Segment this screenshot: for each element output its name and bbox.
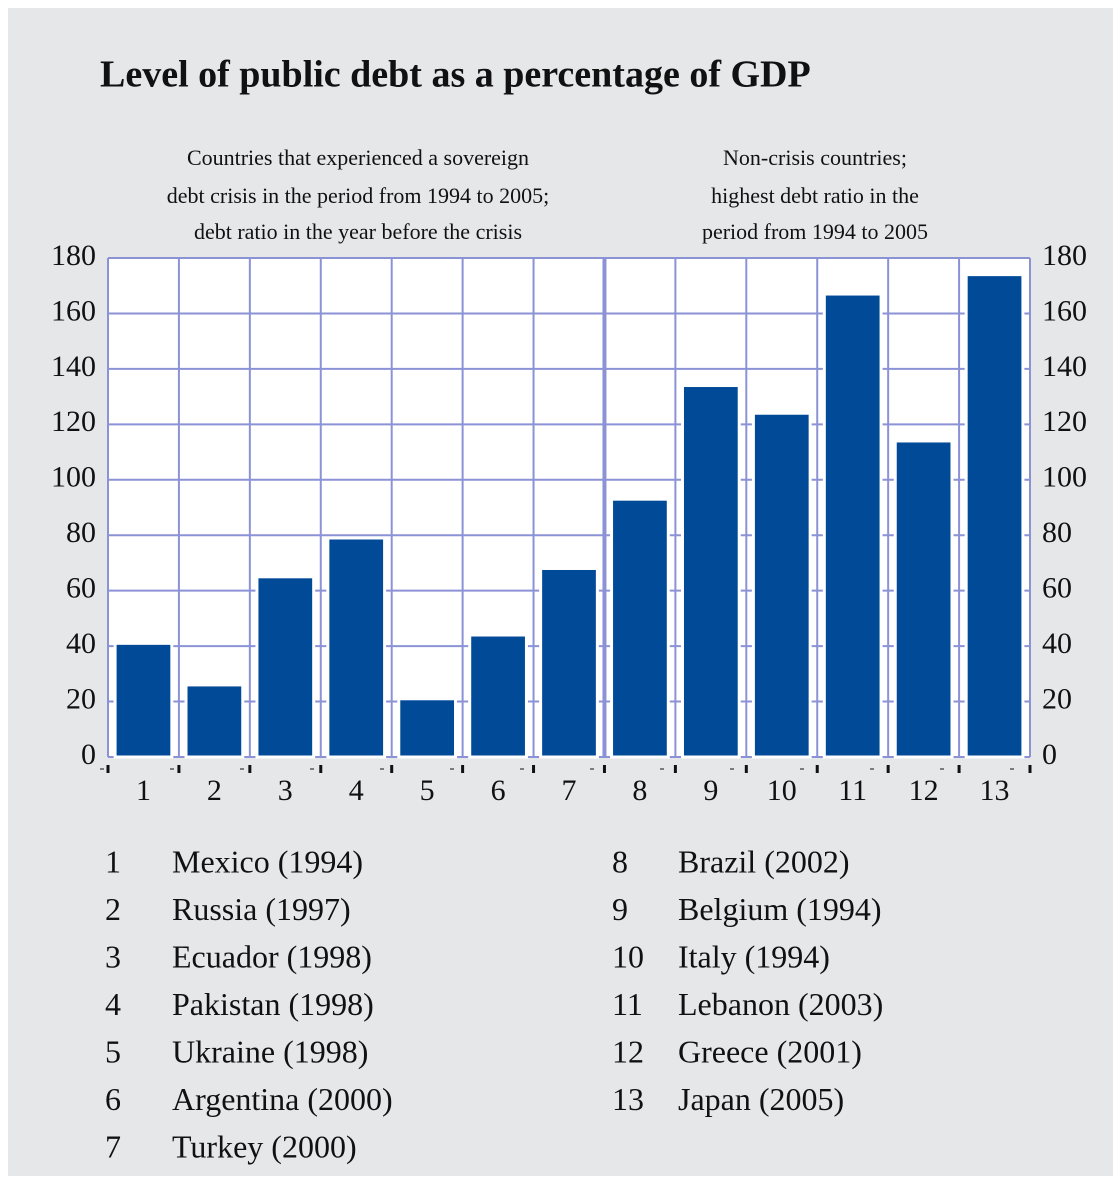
legend-label: Belgium (1994)	[678, 891, 882, 927]
x-tick-label: 13	[980, 774, 1010, 807]
y-tick-label: 100	[51, 461, 96, 494]
bar	[113, 641, 174, 759]
bar	[184, 683, 245, 759]
x-tick-label: 12	[909, 774, 939, 807]
legend-number: 2	[105, 891, 121, 927]
y2-tick-label: 40	[1042, 627, 1072, 660]
legend-label: Mexico (1994)	[172, 843, 363, 879]
x-tick-label: 1	[136, 774, 151, 807]
y2-tick-label: 20	[1042, 682, 1072, 715]
panel-annotation: debt crisis in the period from 1994 to 2…	[167, 183, 550, 208]
x-tick-label: 2	[207, 774, 222, 807]
legend-number: 6	[105, 1081, 121, 1117]
legend-label: Brazil (2002)	[678, 843, 850, 879]
legend-number: 11	[612, 986, 643, 1022]
legend-number: 10	[612, 938, 644, 974]
legend-label: Ecuador (1998)	[172, 938, 372, 974]
x-tick-label: 4	[349, 774, 364, 807]
y2-tick-label: 160	[1042, 294, 1087, 327]
y2-tick-label: 180	[1042, 239, 1087, 272]
legend-label: Italy (1994)	[678, 938, 830, 974]
bar	[964, 273, 1025, 759]
x-tick-label: 11	[838, 774, 867, 807]
x-tick-label: 9	[703, 774, 718, 807]
legend-number: 1	[105, 843, 121, 879]
bar	[610, 497, 670, 759]
bar	[397, 697, 458, 759]
legend-number: 5	[105, 1033, 121, 1069]
bar	[255, 575, 316, 759]
legend-number: 8	[612, 843, 628, 879]
legend-number: 4	[105, 986, 121, 1022]
x-tick-label: 10	[767, 774, 797, 807]
bar	[539, 566, 599, 759]
y2-tick-label: 120	[1042, 405, 1087, 438]
y-tick-label: 140	[51, 350, 96, 383]
x-tick-label: 8	[632, 774, 647, 807]
panel-annotation: debt ratio in the year before the crisis	[194, 219, 522, 244]
y-tick-label: 60	[66, 572, 96, 605]
legend-label: Ukraine (1998)	[172, 1033, 368, 1069]
panel-annotation: highest debt ratio in the	[711, 183, 919, 208]
x-tick-label: 7	[562, 774, 577, 807]
y2-tick-label: 0	[1042, 738, 1057, 771]
x-tick-label: 3	[278, 774, 293, 807]
legend-number: 3	[105, 938, 121, 974]
legend-label: Argentina (2000)	[172, 1081, 393, 1117]
y-tick-label: 180	[51, 239, 96, 272]
x-tick-label: 5	[420, 774, 435, 807]
panel-annotation: period from 1994 to 2005	[702, 219, 928, 244]
panel-annotation: Non-crisis countries;	[723, 145, 907, 170]
bar	[751, 411, 812, 759]
bar	[680, 384, 741, 759]
bar	[326, 536, 387, 759]
bar	[822, 292, 883, 759]
legend-number: 7	[105, 1128, 121, 1164]
y2-tick-label: 100	[1042, 461, 1087, 494]
y-tick-label: 120	[51, 405, 96, 438]
y2-tick-label: 140	[1042, 350, 1087, 383]
bar	[893, 439, 954, 759]
legend-label: Turkey (2000)	[172, 1128, 357, 1164]
x-tick-label: 6	[491, 774, 506, 807]
y-tick-label: 40	[66, 627, 96, 660]
chart-title: Level of public debt as a percentage of …	[100, 54, 811, 96]
legend-label: Pakistan (1998)	[172, 986, 374, 1022]
bar	[468, 633, 528, 759]
y-tick-label: 20	[66, 682, 96, 715]
y2-tick-label: 60	[1042, 572, 1072, 605]
y-tick-label: 80	[66, 516, 96, 549]
legend-label: Japan (2005)	[678, 1081, 844, 1117]
panel-annotation: Countries that experienced a sovereign	[187, 145, 529, 170]
y-tick-label: 160	[51, 294, 96, 327]
legend-number: 12	[612, 1033, 644, 1069]
legend-number: 9	[612, 891, 628, 927]
y2-tick-label: 80	[1042, 516, 1072, 549]
legend-label: Lebanon (2003)	[678, 986, 883, 1022]
legend-label: Greece (2001)	[678, 1033, 862, 1069]
y-tick-label: 0	[81, 738, 96, 771]
legend-label: Russia (1997)	[172, 891, 351, 927]
legend-number: 13	[612, 1081, 644, 1117]
